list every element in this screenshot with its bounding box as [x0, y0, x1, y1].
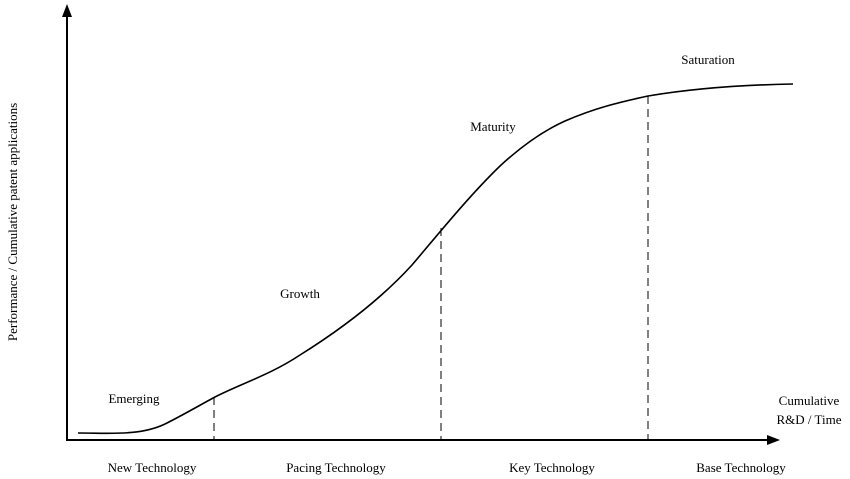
- phase-saturation-label: Saturation: [681, 52, 735, 67]
- x-axis-arrowhead: [767, 435, 780, 445]
- y-axis-arrowhead: [62, 4, 72, 17]
- category-base-technology: Base Technology: [696, 460, 786, 475]
- x-axis-label-line2: R&D / Time: [776, 412, 841, 427]
- phase-growth-label: Growth: [280, 286, 320, 301]
- y-axis-label: Performance / Cumulative patent applicat…: [5, 103, 20, 341]
- category-new-technology: New Technology: [108, 460, 197, 475]
- s-curve: [77, 83, 794, 435]
- category-key-technology: Key Technology: [509, 460, 595, 475]
- category-pacing-technology: Pacing Technology: [286, 460, 386, 475]
- x-axis-label-line1: Cumulative: [779, 393, 840, 408]
- phase-emerging-label: Emerging: [108, 391, 160, 406]
- phase-maturity-label: Maturity: [470, 119, 516, 134]
